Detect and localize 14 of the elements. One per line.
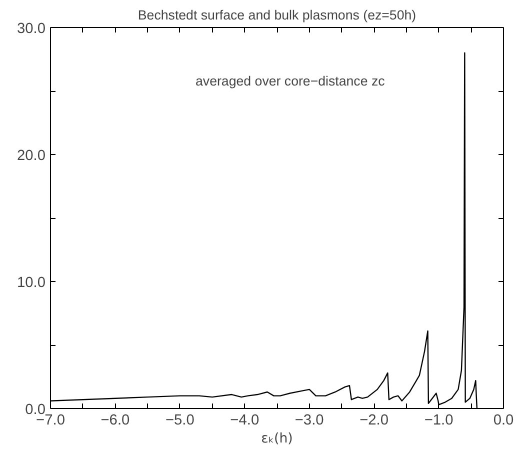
y-tick-label: 10.0	[16, 275, 46, 291]
chart-title: Bechstedt surface and bulk plasmons (ez=50h)	[138, 8, 416, 22]
y-tick-label: 20.0	[16, 148, 46, 164]
x-tick-label: −6.0	[100, 412, 130, 428]
x-tick-label: −1.0	[424, 412, 454, 428]
line-series	[50, 52, 478, 408]
annotation: averaged over core−distance zc	[196, 74, 386, 88]
x-tick-label: −2.0	[360, 412, 389, 428]
x-axis-title: εₖ(h)	[261, 432, 293, 446]
y-tick-label: 30.0	[16, 21, 46, 37]
x-tick-label: −5.0	[165, 412, 194, 428]
x-tick-label: 0.0	[493, 412, 514, 428]
x-tick-label: −3.0	[294, 412, 324, 428]
x-tick-label: −4.0	[230, 412, 260, 428]
